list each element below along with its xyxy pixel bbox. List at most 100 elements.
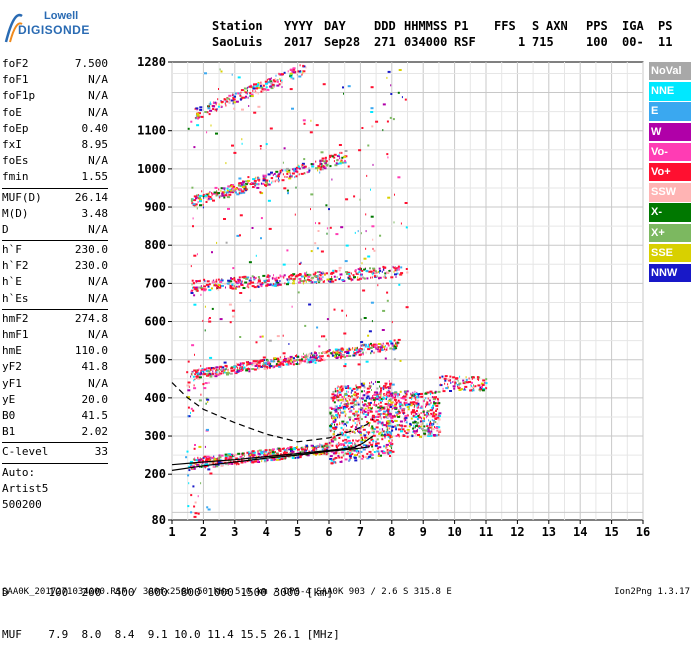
echo-point — [295, 168, 298, 171]
echo-point — [292, 77, 295, 80]
echo-point — [259, 145, 262, 147]
echo-point — [193, 505, 196, 508]
echo-point — [420, 412, 422, 414]
echo-point — [193, 467, 196, 470]
echo-point — [325, 453, 328, 456]
echo-point — [219, 372, 223, 375]
echo-point — [192, 198, 194, 201]
echo-point — [359, 408, 362, 411]
echo-point — [429, 434, 433, 437]
echo-point — [417, 402, 420, 405]
echo-point — [356, 401, 360, 404]
echo-point — [334, 397, 337, 400]
echo-point — [330, 271, 334, 274]
echo-point — [404, 392, 406, 395]
echo-point — [366, 413, 369, 416]
echo-point — [225, 241, 228, 244]
echo-point — [278, 83, 281, 86]
echo-point — [427, 428, 430, 431]
echo-point — [367, 345, 370, 348]
echo-point — [417, 414, 420, 417]
echo-point — [259, 453, 262, 455]
y-tick-label: 300 — [144, 429, 166, 443]
logo-mark-icon — [4, 13, 23, 43]
echo-point — [227, 279, 231, 282]
echo-point — [273, 454, 277, 456]
echo-point — [259, 83, 263, 86]
echo-point — [388, 414, 391, 417]
echo-point — [396, 424, 399, 427]
echo-point — [203, 387, 207, 390]
echo-point — [235, 287, 237, 290]
echo-point — [340, 426, 343, 429]
echo-point — [344, 385, 348, 388]
y-tick-label: 400 — [144, 391, 166, 405]
echo-point — [380, 406, 384, 409]
echo-point — [298, 167, 301, 170]
echo-point — [273, 366, 275, 369]
echo-point — [389, 347, 393, 350]
echo-point — [392, 405, 394, 407]
echo-point — [215, 280, 218, 283]
echo-point — [429, 390, 433, 393]
param-value: N/A — [88, 376, 108, 390]
echo-point — [269, 127, 273, 130]
echo-point — [339, 160, 342, 163]
echo-point — [238, 182, 242, 185]
echo-point — [394, 391, 398, 394]
echo-point — [289, 277, 293, 280]
echo-point — [386, 452, 388, 455]
echo-point — [221, 191, 224, 194]
echo-point — [482, 388, 486, 391]
echo-point — [318, 222, 321, 225]
param-value: N/A — [88, 291, 108, 305]
param-row: h`Es N/A — [2, 291, 108, 307]
echo-point — [277, 276, 280, 279]
echo-point — [232, 315, 236, 318]
echo-point — [277, 363, 279, 366]
echo-point — [303, 352, 304, 355]
echo-point — [356, 397, 358, 399]
echo-point — [385, 432, 387, 435]
param-name: M(D) — [2, 206, 29, 220]
echo-point — [354, 459, 358, 462]
echo-point — [366, 395, 370, 398]
echo-point — [251, 450, 255, 453]
echo-point — [373, 343, 375, 346]
echo-point — [372, 163, 374, 166]
echo-point — [204, 372, 206, 375]
echo-point — [210, 124, 212, 127]
echo-point — [373, 351, 375, 354]
echo-point — [332, 269, 335, 272]
echo-point — [194, 501, 197, 504]
echo-point — [230, 284, 232, 287]
echo-point — [209, 191, 211, 194]
echo-point — [367, 348, 371, 351]
echo-point — [259, 84, 262, 87]
echo-point — [281, 361, 284, 363]
echo-point — [348, 449, 352, 452]
echo-point — [306, 361, 308, 364]
echo-point — [212, 105, 216, 108]
echo-point — [322, 355, 324, 357]
echo-point — [417, 399, 420, 402]
echo-point — [375, 426, 379, 429]
echo-point — [232, 190, 234, 192]
echo-point — [276, 280, 279, 283]
echo-point — [442, 387, 444, 390]
echo-point — [348, 274, 350, 277]
echo-point — [374, 401, 375, 404]
echo-point — [341, 398, 344, 401]
echo-point — [385, 342, 389, 345]
echo-point — [207, 468, 211, 471]
param-row: hmF2 274.8 — [2, 311, 108, 327]
echo-point — [363, 434, 367, 437]
echo-point — [361, 344, 365, 347]
x-tick-label: 6 — [325, 525, 332, 539]
echo-point — [209, 462, 213, 465]
echo-point — [296, 274, 300, 277]
echo-point — [267, 274, 270, 277]
echo-point — [320, 445, 322, 448]
echo-point — [249, 299, 251, 302]
echo-point — [292, 282, 295, 285]
